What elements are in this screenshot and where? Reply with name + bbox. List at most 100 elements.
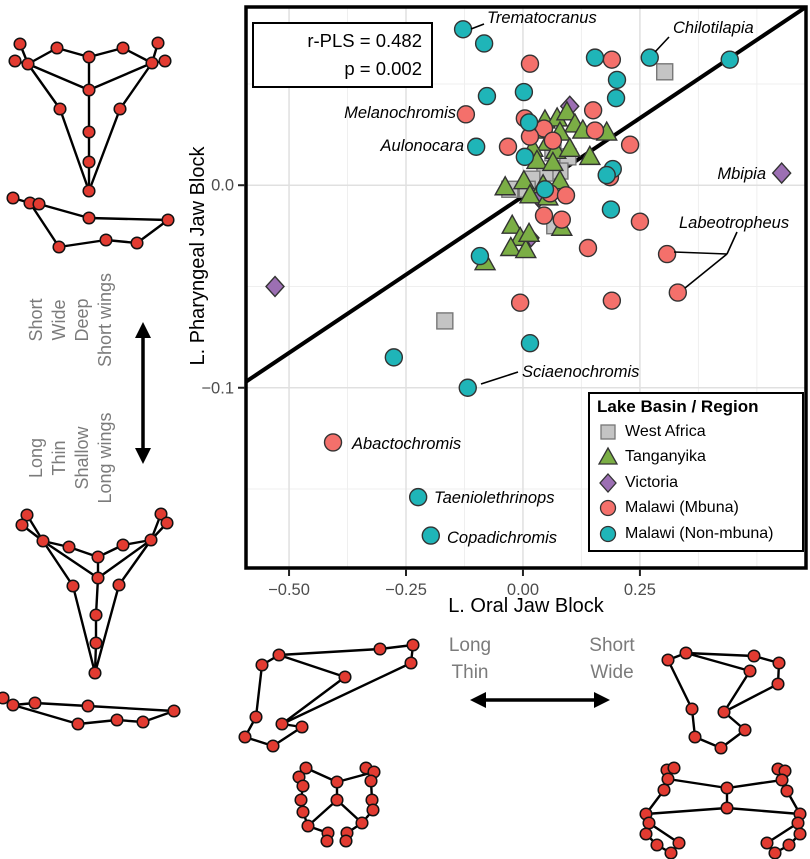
landmark-point	[53, 102, 67, 116]
landmark-point	[714, 741, 728, 755]
landmark-point	[661, 772, 675, 786]
arrow-head-down	[135, 448, 151, 464]
landmark-point	[299, 761, 313, 775]
landmark-point	[91, 550, 105, 564]
landmark-point	[50, 41, 64, 55]
species-label: Melanochromis	[344, 104, 456, 122]
wireframe-edge	[58, 107, 91, 193]
wireframe-edge	[666, 658, 694, 711]
y-tick-label: −0.1	[201, 379, 234, 397]
wireframe-edge	[57, 238, 108, 249]
legend-box: Lake Basin / Region West Africa Tanganyik…	[588, 392, 804, 552]
landmark-point	[113, 102, 127, 116]
landmark-point	[667, 761, 681, 775]
landmark-point	[771, 677, 785, 691]
annotation-leader-line	[684, 253, 728, 289]
scatter-point	[510, 293, 530, 312]
legend-item-label: West Africa	[625, 422, 706, 440]
scatter-point	[520, 54, 540, 73]
wireframe-edge	[277, 647, 382, 657]
landmark-point	[772, 656, 786, 670]
species-label: Taeniolethrinops	[434, 489, 554, 507]
landmark-point	[66, 579, 80, 593]
x-axis-title: L. Oral Jaw Block	[448, 595, 604, 617]
wireframe-edge	[666, 777, 729, 790]
landmark-point	[116, 538, 130, 552]
scatter-point	[597, 165, 616, 185]
annotation-leader-line	[480, 371, 519, 385]
landmark-point	[151, 36, 165, 50]
wireframe-oral-lateral-short-wide	[661, 646, 786, 755]
wireframe-edge	[93, 583, 121, 675]
scatter-point	[453, 20, 473, 39]
landmark-point	[404, 656, 418, 670]
landmark-point	[91, 571, 105, 585]
landmark-point	[672, 836, 686, 850]
landmark-point	[0, 691, 10, 705]
annotation-leader-line	[654, 36, 670, 53]
landmark-point	[161, 213, 175, 227]
landmark-point	[272, 648, 286, 662]
wireframe-edge	[118, 61, 154, 111]
legend-item-malawi-non-mbuna-: Malawi (Non-mbuna)	[597, 521, 796, 547]
x-tick-label: −0.50	[268, 581, 310, 599]
scatter-plot: −0.50 −0.25 0.00 0.25 0.0 −0.1	[201, 5, 808, 599]
annotation-leader-line	[726, 231, 738, 255]
oral-negative-line-2: Thin	[451, 661, 489, 683]
landmark-point	[657, 783, 671, 797]
species-label: Sciaenochromis	[522, 363, 639, 381]
scatter-point	[456, 105, 476, 124]
circle-legend-icon	[599, 500, 617, 517]
wireframe-edge	[722, 682, 780, 714]
landmark-point	[355, 816, 369, 830]
landmark-point	[664, 846, 678, 859]
landmark-point	[136, 715, 150, 729]
wireframe-edge	[86, 704, 176, 713]
landmark-point	[130, 236, 144, 250]
landmark-point	[99, 233, 113, 247]
landmark-point	[301, 819, 315, 833]
wireframe-edge	[96, 538, 153, 580]
landmark-point	[144, 533, 158, 547]
landmark-point	[32, 197, 46, 211]
landmark-point	[330, 793, 344, 807]
legend-title: Lake Basin / Region	[597, 397, 759, 416]
wireframe-oral-lateral-long-thin	[238, 638, 420, 753]
wireframe-edge	[644, 806, 729, 816]
wireframe-pharyngeal-lateral-deep	[6, 191, 175, 254]
landmark-point	[760, 836, 774, 850]
landmark-point	[738, 723, 752, 737]
wireframe-edge	[277, 653, 347, 679]
scatter-point	[384, 348, 404, 367]
landmark-point	[266, 739, 280, 753]
landmark-point	[338, 670, 352, 684]
landmark-point	[82, 125, 96, 139]
scatter-point	[556, 186, 576, 205]
legend-item-tanganyika: Tanganyika	[597, 445, 796, 471]
wireframe-edge	[37, 202, 91, 220]
species-label: Trematocranus	[487, 9, 597, 27]
landmark-point	[89, 636, 103, 650]
scatter-point	[501, 213, 524, 234]
landmark-point	[373, 642, 387, 656]
arrow-head-up	[135, 322, 151, 338]
landmark-point	[782, 838, 796, 852]
landmark-point	[688, 730, 702, 744]
species-label: Abactochromis	[351, 435, 461, 453]
scatter-point	[458, 378, 477, 397]
landmark-point	[160, 516, 174, 530]
wireframe-edge	[722, 669, 752, 714]
annotation-leader-line	[470, 23, 485, 30]
landmark-point	[275, 717, 289, 731]
scatter-point	[602, 50, 622, 69]
scatter-point	[668, 283, 688, 302]
wireframe-pharyngeal-lateral-shallow	[0, 691, 181, 731]
landmark-point	[661, 653, 675, 667]
landmark-point	[249, 710, 263, 724]
landmark-point	[13, 37, 27, 51]
landmark-point	[296, 805, 310, 819]
landmark-point	[642, 816, 656, 830]
wireframe-edge	[33, 701, 90, 708]
wireframe-edge	[11, 703, 80, 726]
